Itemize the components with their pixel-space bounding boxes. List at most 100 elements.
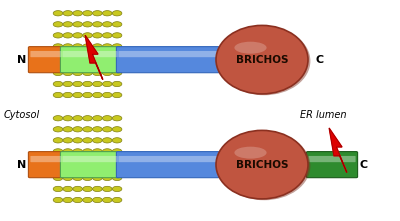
Circle shape (83, 11, 92, 16)
Circle shape (63, 116, 73, 121)
FancyBboxPatch shape (62, 156, 118, 162)
Circle shape (53, 44, 63, 49)
Circle shape (83, 22, 92, 27)
Circle shape (102, 92, 112, 98)
Ellipse shape (218, 27, 310, 95)
Circle shape (92, 138, 102, 143)
Circle shape (73, 116, 82, 121)
Circle shape (92, 11, 102, 16)
Circle shape (53, 92, 63, 98)
Circle shape (112, 186, 122, 192)
Circle shape (83, 149, 92, 154)
Circle shape (83, 92, 92, 98)
Text: N: N (16, 160, 26, 170)
Circle shape (73, 92, 82, 98)
Circle shape (92, 70, 102, 76)
Circle shape (63, 44, 73, 49)
Circle shape (83, 81, 92, 87)
Circle shape (63, 70, 73, 76)
FancyBboxPatch shape (30, 156, 62, 162)
Text: C: C (359, 160, 367, 170)
Text: BRICHOS: BRICHOS (236, 55, 288, 65)
Circle shape (63, 22, 73, 27)
Circle shape (102, 22, 112, 27)
Circle shape (63, 33, 73, 38)
Circle shape (112, 11, 122, 16)
Circle shape (112, 22, 122, 27)
Circle shape (53, 11, 63, 16)
Circle shape (63, 11, 73, 16)
Circle shape (112, 127, 122, 132)
Circle shape (63, 81, 73, 87)
Circle shape (102, 44, 112, 49)
Circle shape (102, 33, 112, 38)
Circle shape (83, 197, 92, 203)
Circle shape (73, 186, 82, 192)
Circle shape (102, 70, 112, 76)
Text: Cytosol: Cytosol (4, 110, 40, 120)
Circle shape (112, 81, 122, 87)
Circle shape (63, 197, 73, 203)
Circle shape (73, 11, 82, 16)
Circle shape (112, 44, 122, 49)
Circle shape (112, 33, 122, 38)
Text: BRICHOS: BRICHOS (236, 160, 288, 170)
FancyBboxPatch shape (60, 152, 120, 178)
Circle shape (92, 197, 102, 203)
Circle shape (53, 33, 63, 38)
Circle shape (83, 127, 92, 132)
Circle shape (83, 44, 92, 49)
FancyBboxPatch shape (60, 47, 120, 73)
Circle shape (53, 149, 63, 154)
FancyBboxPatch shape (28, 152, 64, 178)
Circle shape (73, 81, 82, 87)
Circle shape (112, 138, 122, 143)
Circle shape (92, 127, 102, 132)
Circle shape (73, 22, 82, 27)
FancyBboxPatch shape (30, 51, 62, 57)
Circle shape (83, 138, 92, 143)
FancyBboxPatch shape (306, 152, 358, 178)
Circle shape (102, 197, 112, 203)
Circle shape (63, 175, 73, 181)
Polygon shape (85, 35, 103, 80)
Circle shape (112, 116, 122, 121)
Circle shape (73, 175, 82, 181)
Circle shape (112, 149, 122, 154)
Circle shape (73, 44, 82, 49)
Circle shape (53, 22, 63, 27)
Circle shape (83, 70, 92, 76)
Circle shape (102, 127, 112, 132)
Circle shape (63, 127, 73, 132)
Circle shape (53, 197, 63, 203)
Circle shape (92, 81, 102, 87)
Circle shape (102, 138, 112, 143)
Circle shape (73, 149, 82, 154)
Circle shape (73, 138, 82, 143)
Circle shape (102, 11, 112, 16)
Text: C: C (315, 55, 323, 65)
Circle shape (92, 33, 102, 38)
Circle shape (63, 92, 73, 98)
FancyBboxPatch shape (118, 156, 218, 162)
Circle shape (102, 149, 112, 154)
Circle shape (53, 186, 63, 192)
Circle shape (92, 175, 102, 181)
Circle shape (83, 116, 92, 121)
FancyBboxPatch shape (116, 152, 220, 178)
Circle shape (102, 186, 112, 192)
Circle shape (73, 33, 82, 38)
Ellipse shape (216, 130, 308, 199)
Circle shape (83, 33, 92, 38)
Circle shape (102, 116, 112, 121)
Ellipse shape (216, 25, 308, 94)
Circle shape (112, 92, 122, 98)
Circle shape (83, 175, 92, 181)
Circle shape (112, 175, 122, 181)
Polygon shape (329, 128, 347, 172)
Circle shape (112, 70, 122, 76)
Circle shape (63, 138, 73, 143)
Circle shape (92, 149, 102, 154)
Circle shape (53, 70, 63, 76)
Ellipse shape (234, 147, 267, 159)
